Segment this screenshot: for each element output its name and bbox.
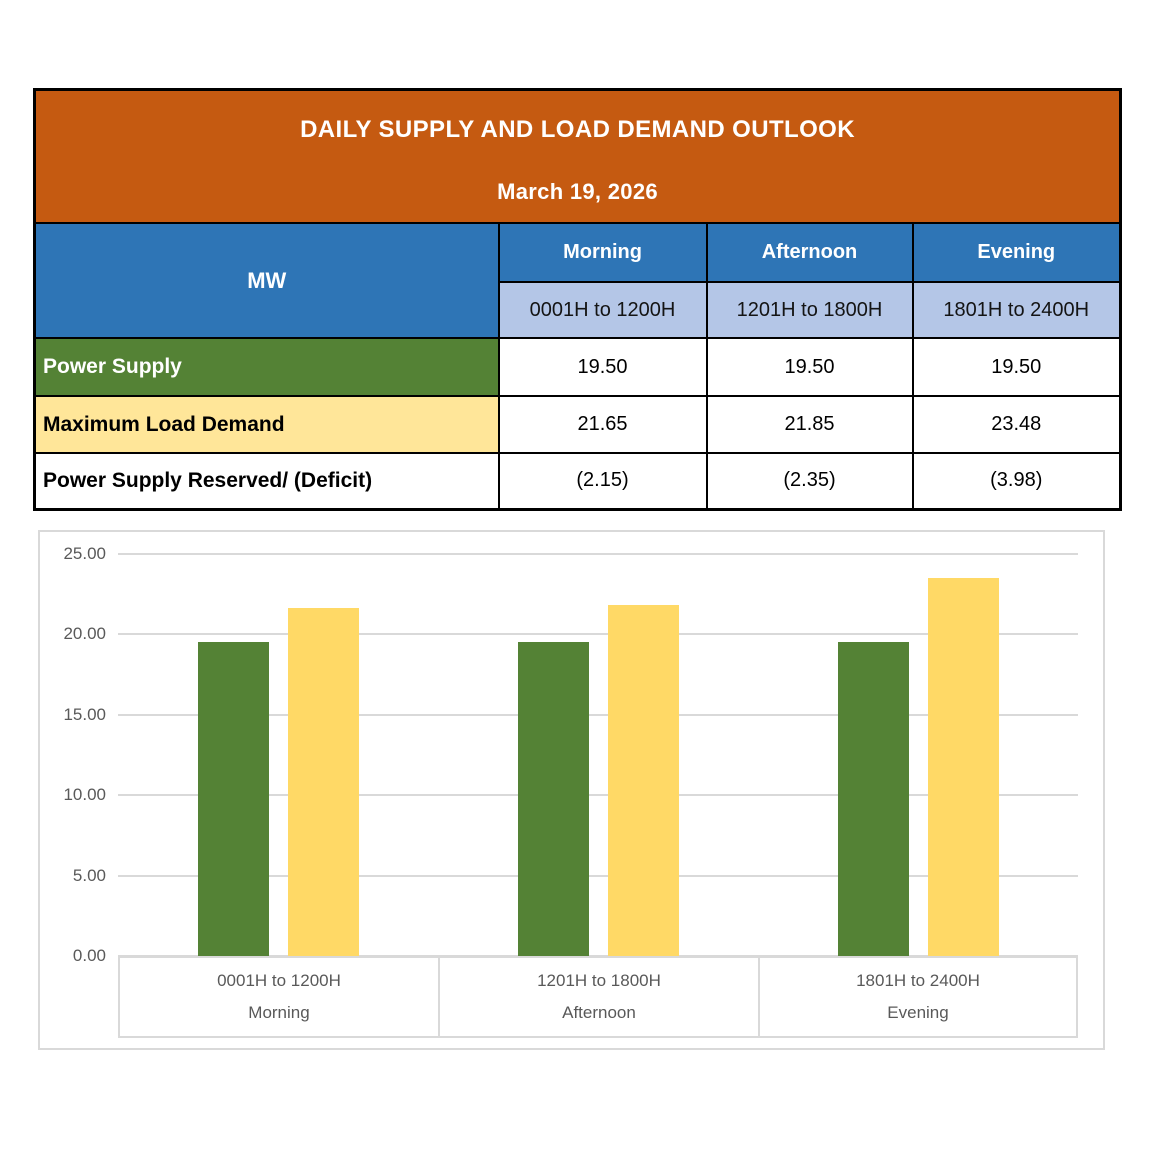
gridline-y-25.00 [118, 553, 1078, 555]
period-header-evening: Evening [911, 222, 1122, 283]
load-demand-morning-value: 21.65 [497, 395, 708, 454]
gridline-y-20.00 [118, 633, 1078, 636]
category-period-label: Afternoon [562, 1003, 636, 1023]
time-header-afternoon: 1201H to 1800H [705, 281, 914, 339]
gridline-y-10.00 [118, 794, 1078, 797]
reserve-evening-value: (3.98) [911, 452, 1122, 510]
y-axis-tick-label: 20.00 [63, 624, 106, 644]
row-label-max-load-demand: Maximum Load Demand [33, 395, 500, 454]
report-title: DAILY SUPPLY AND LOAD DEMAND OUTLOOK [300, 116, 855, 143]
reserve-afternoon-value: (2.35) [705, 452, 914, 510]
row-label-power-supply: Power Supply [33, 337, 500, 397]
unit-header-cell: MW [33, 222, 500, 339]
power-supply-evening-value: 19.50 [911, 337, 1122, 397]
time-header-morning: 0001H to 1200H [497, 281, 708, 339]
gridline-y-5.00 [118, 874, 1078, 877]
power-supply-morning-value: 19.50 [497, 337, 708, 397]
y-axis-tick-label: 25.00 [63, 544, 106, 563]
load-demand-afternoon-value: 21.85 [705, 395, 914, 454]
load-demand-evening-value: 23.48 [911, 395, 1122, 454]
power-supply-afternoon-value: 19.50 [705, 337, 914, 397]
report-date: March 19, 2026 [497, 179, 658, 204]
bar-chart: 0.00 5.00 10.00 15.00 20.00 25.00 0001H to 120… [38, 530, 1105, 1050]
category-time-label: 1201H to 1800H [537, 970, 661, 990]
table-title-header: DAILY SUPPLY AND LOAD DEMAND OUTLOOK Mar… [33, 88, 1122, 224]
x-axis-category-evening: 1801H to 2400H Evening [758, 956, 1078, 1038]
bar-maximum-load-demand-evening [927, 578, 999, 956]
bar-power-supply-evening [837, 642, 909, 956]
reserve-morning-value: (2.15) [497, 452, 708, 510]
category-time-label: 1801H to 2400H [856, 970, 980, 990]
supply-demand-table: DAILY SUPPLY AND LOAD DEMAND OUTLOOK Mar… [33, 88, 1123, 511]
category-period-label: Evening [887, 1003, 949, 1023]
category-time-label: 0001H to 1200H [217, 970, 341, 990]
gridline-y-15.00 [118, 713, 1078, 716]
bar-power-supply-morning [197, 642, 269, 956]
y-axis-tick-label: 15.00 [63, 704, 106, 724]
row-label-supply-reserved-deficit: Power Supply Reserved/ (Deficit) [33, 452, 500, 510]
period-header-morning: Morning [497, 222, 708, 283]
category-period-label: Morning [248, 1003, 310, 1023]
y-axis-tick-label: 10.00 [63, 785, 106, 805]
x-axis-category-afternoon: 1201H to 1800H Afternoon [438, 956, 758, 1038]
bar-maximum-load-demand-morning [287, 607, 359, 956]
time-header-evening: 1801H to 2400H [911, 281, 1122, 339]
x-axis-category-morning: 0001H to 1200H Morning [118, 956, 438, 1038]
period-header-afternoon: Afternoon [705, 222, 914, 283]
bar-maximum-load-demand-afternoon [607, 604, 679, 956]
y-axis-tick-label: 5.00 [72, 865, 106, 885]
y-axis-tick-label: 0.00 [72, 946, 106, 965]
bar-power-supply-afternoon [517, 642, 589, 956]
